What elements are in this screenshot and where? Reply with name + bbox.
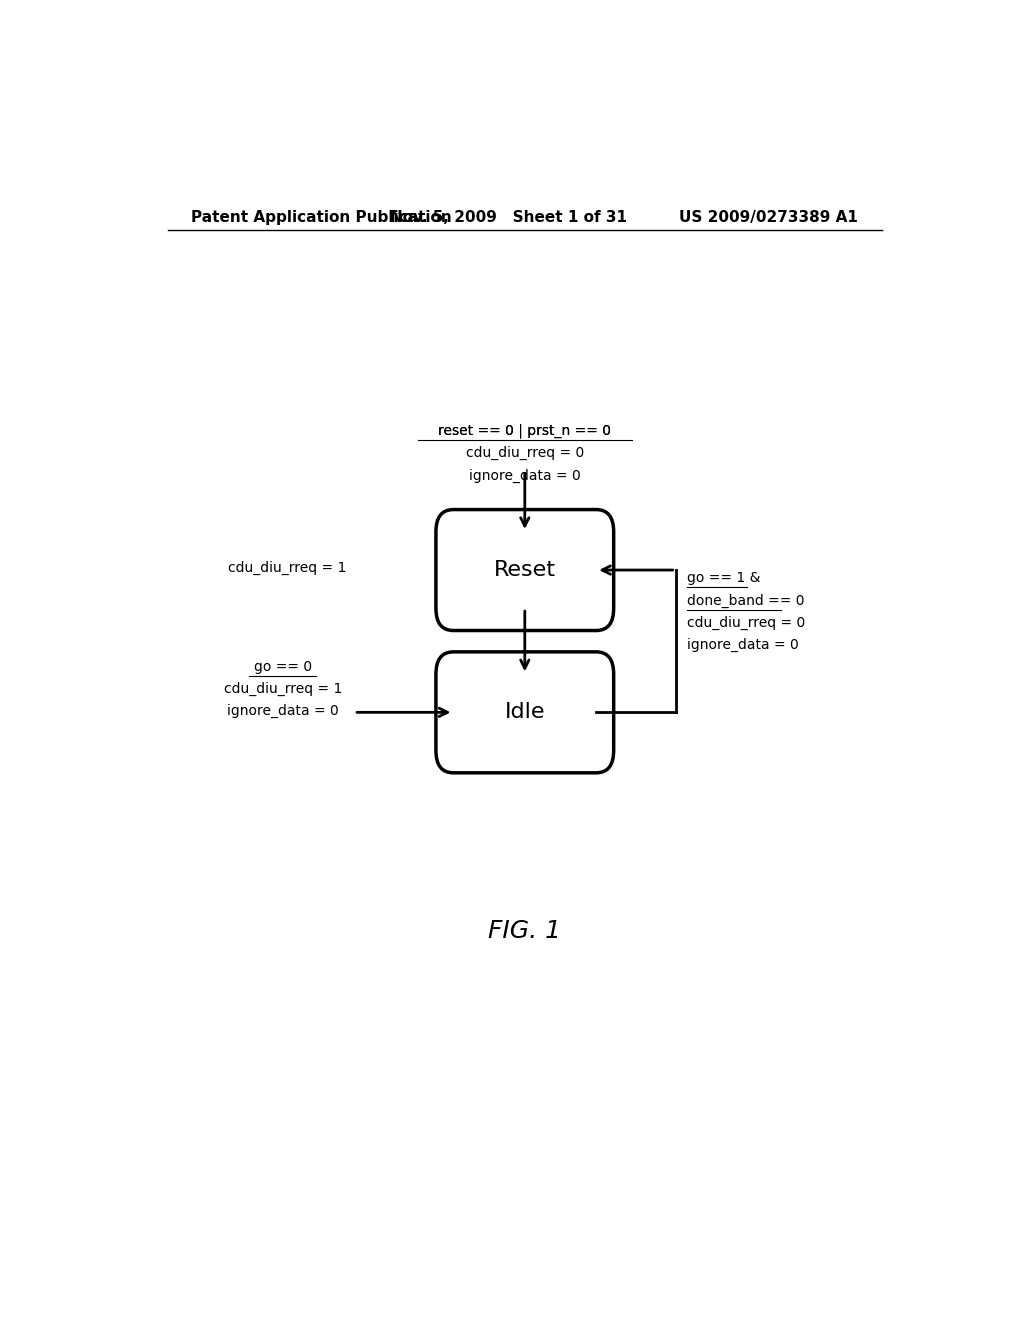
Text: US 2009/0273389 A1: US 2009/0273389 A1 xyxy=(679,210,858,224)
Text: cdu_diu_rreq = 1: cdu_diu_rreq = 1 xyxy=(223,682,342,696)
Text: Idle: Idle xyxy=(505,702,545,722)
Text: ignore_data = 0: ignore_data = 0 xyxy=(469,469,581,483)
FancyBboxPatch shape xyxy=(436,510,613,631)
Text: cdu_diu_rreq = 1: cdu_diu_rreq = 1 xyxy=(228,561,346,576)
Text: reset == 0 | prst_n == 0: reset == 0 | prst_n == 0 xyxy=(438,424,611,438)
Text: Patent Application Publication: Patent Application Publication xyxy=(191,210,453,224)
Text: done_band == 0: done_band == 0 xyxy=(687,594,805,607)
Text: Nov. 5, 2009   Sheet 1 of 31: Nov. 5, 2009 Sheet 1 of 31 xyxy=(390,210,628,224)
Text: FIG. 1: FIG. 1 xyxy=(488,919,561,942)
Text: reset == 0 | prst_n == 0: reset == 0 | prst_n == 0 xyxy=(438,424,611,438)
Text: go == 0: go == 0 xyxy=(254,660,312,673)
Text: cdu_diu_rreq = 0: cdu_diu_rreq = 0 xyxy=(466,446,584,461)
Text: cdu_diu_rreq = 0: cdu_diu_rreq = 0 xyxy=(687,616,806,630)
Text: go == 1 &: go == 1 & xyxy=(687,572,761,585)
Text: Reset: Reset xyxy=(494,560,556,579)
Text: ignore_data = 0: ignore_data = 0 xyxy=(227,705,339,718)
FancyBboxPatch shape xyxy=(436,652,613,772)
Text: ignore_data = 0: ignore_data = 0 xyxy=(687,639,800,652)
